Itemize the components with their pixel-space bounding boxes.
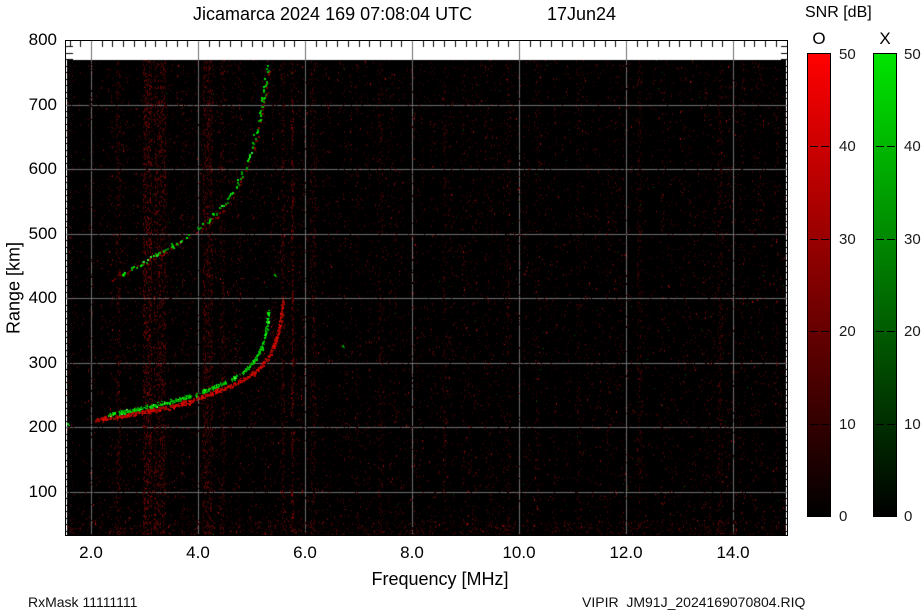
y-tick-label: 500 (28, 223, 57, 243)
colorbar-tick-dash (821, 146, 829, 147)
plot-date: 17Jun24 (547, 4, 617, 24)
x-colorbar-tick-label: 0 (904, 508, 913, 525)
colorbar-title: SNR [dB] (805, 4, 872, 21)
x-mode-label: X (879, 29, 891, 48)
x-tick-label: 10.0 (502, 543, 536, 562)
colorbar-tick-dash (821, 331, 829, 332)
colorbar-tick-dash (821, 239, 829, 240)
x-colorbar-tick-label: 30 (904, 230, 921, 248)
y-tick-label: 100 (28, 481, 57, 501)
colorbar-tick-dash (876, 424, 884, 425)
y-tick-label: 800 (28, 30, 57, 49)
x-tick-label: 6.0 (293, 543, 317, 562)
colorbar-tick-dash (810, 146, 818, 147)
colorbar-tick-dash (887, 424, 895, 425)
x-tick-label: 14.0 (716, 543, 750, 562)
plot-title: Jicamarca 2024 169 07:08:04 UTC (193, 4, 473, 24)
o-colorbar-tick-label: 40 (839, 138, 856, 156)
x-axis-label: Frequency [MHz] (371, 569, 509, 589)
o-colorbar-tick-label: 50 (839, 46, 856, 63)
y-tick-label: 300 (28, 352, 57, 372)
x-colorbar-tick-label: 40 (904, 138, 921, 156)
x-tick-label: 2.0 (79, 543, 103, 562)
colorbar-tick-dash (810, 331, 818, 332)
colorbar-tick-dash (876, 331, 884, 332)
filename-text: VIPIR JM91J_2024169070804.RIQ (582, 594, 806, 610)
y-tick-label: 700 (28, 94, 57, 114)
o-colorbar-tick-label: 0 (839, 508, 848, 525)
o-colorbar-tick-label: 10 (839, 415, 856, 433)
y-tick-label: 400 (28, 288, 57, 308)
plot-frame (65, 40, 788, 536)
colorbar-tick-dash (810, 424, 818, 425)
ionogram-canvas (66, 41, 787, 535)
o-colorbar-tick-label: 30 (839, 230, 856, 248)
x-mode-colorbar (873, 53, 897, 517)
x-colorbar-tick-label: 20 (904, 323, 921, 341)
y-tick-label: 200 (28, 417, 57, 437)
x-tick-label: 4.0 (186, 543, 210, 562)
o-mode-label: O (812, 29, 826, 48)
colorbar-tick-dash (887, 146, 895, 147)
rxmask-text: RxMask 11111111 (28, 594, 138, 610)
colorbar-tick-dash (821, 424, 829, 425)
x-tick-label: 12.0 (609, 543, 643, 562)
colorbar-tick-dash (876, 146, 884, 147)
x-tick-label: 8.0 (400, 543, 424, 562)
x-colorbar-tick-label: 50 (904, 46, 921, 63)
o-mode-colorbar (807, 53, 831, 517)
y-tick-label: 600 (28, 159, 57, 179)
colorbar-tick-dash (887, 239, 895, 240)
o-colorbar-tick-label: 20 (839, 323, 856, 341)
colorbar-tick-dash (887, 331, 895, 332)
colorbar-tick-dash (876, 239, 884, 240)
x-colorbar-tick-label: 10 (904, 415, 921, 433)
colorbar-tick-dash (810, 239, 818, 240)
